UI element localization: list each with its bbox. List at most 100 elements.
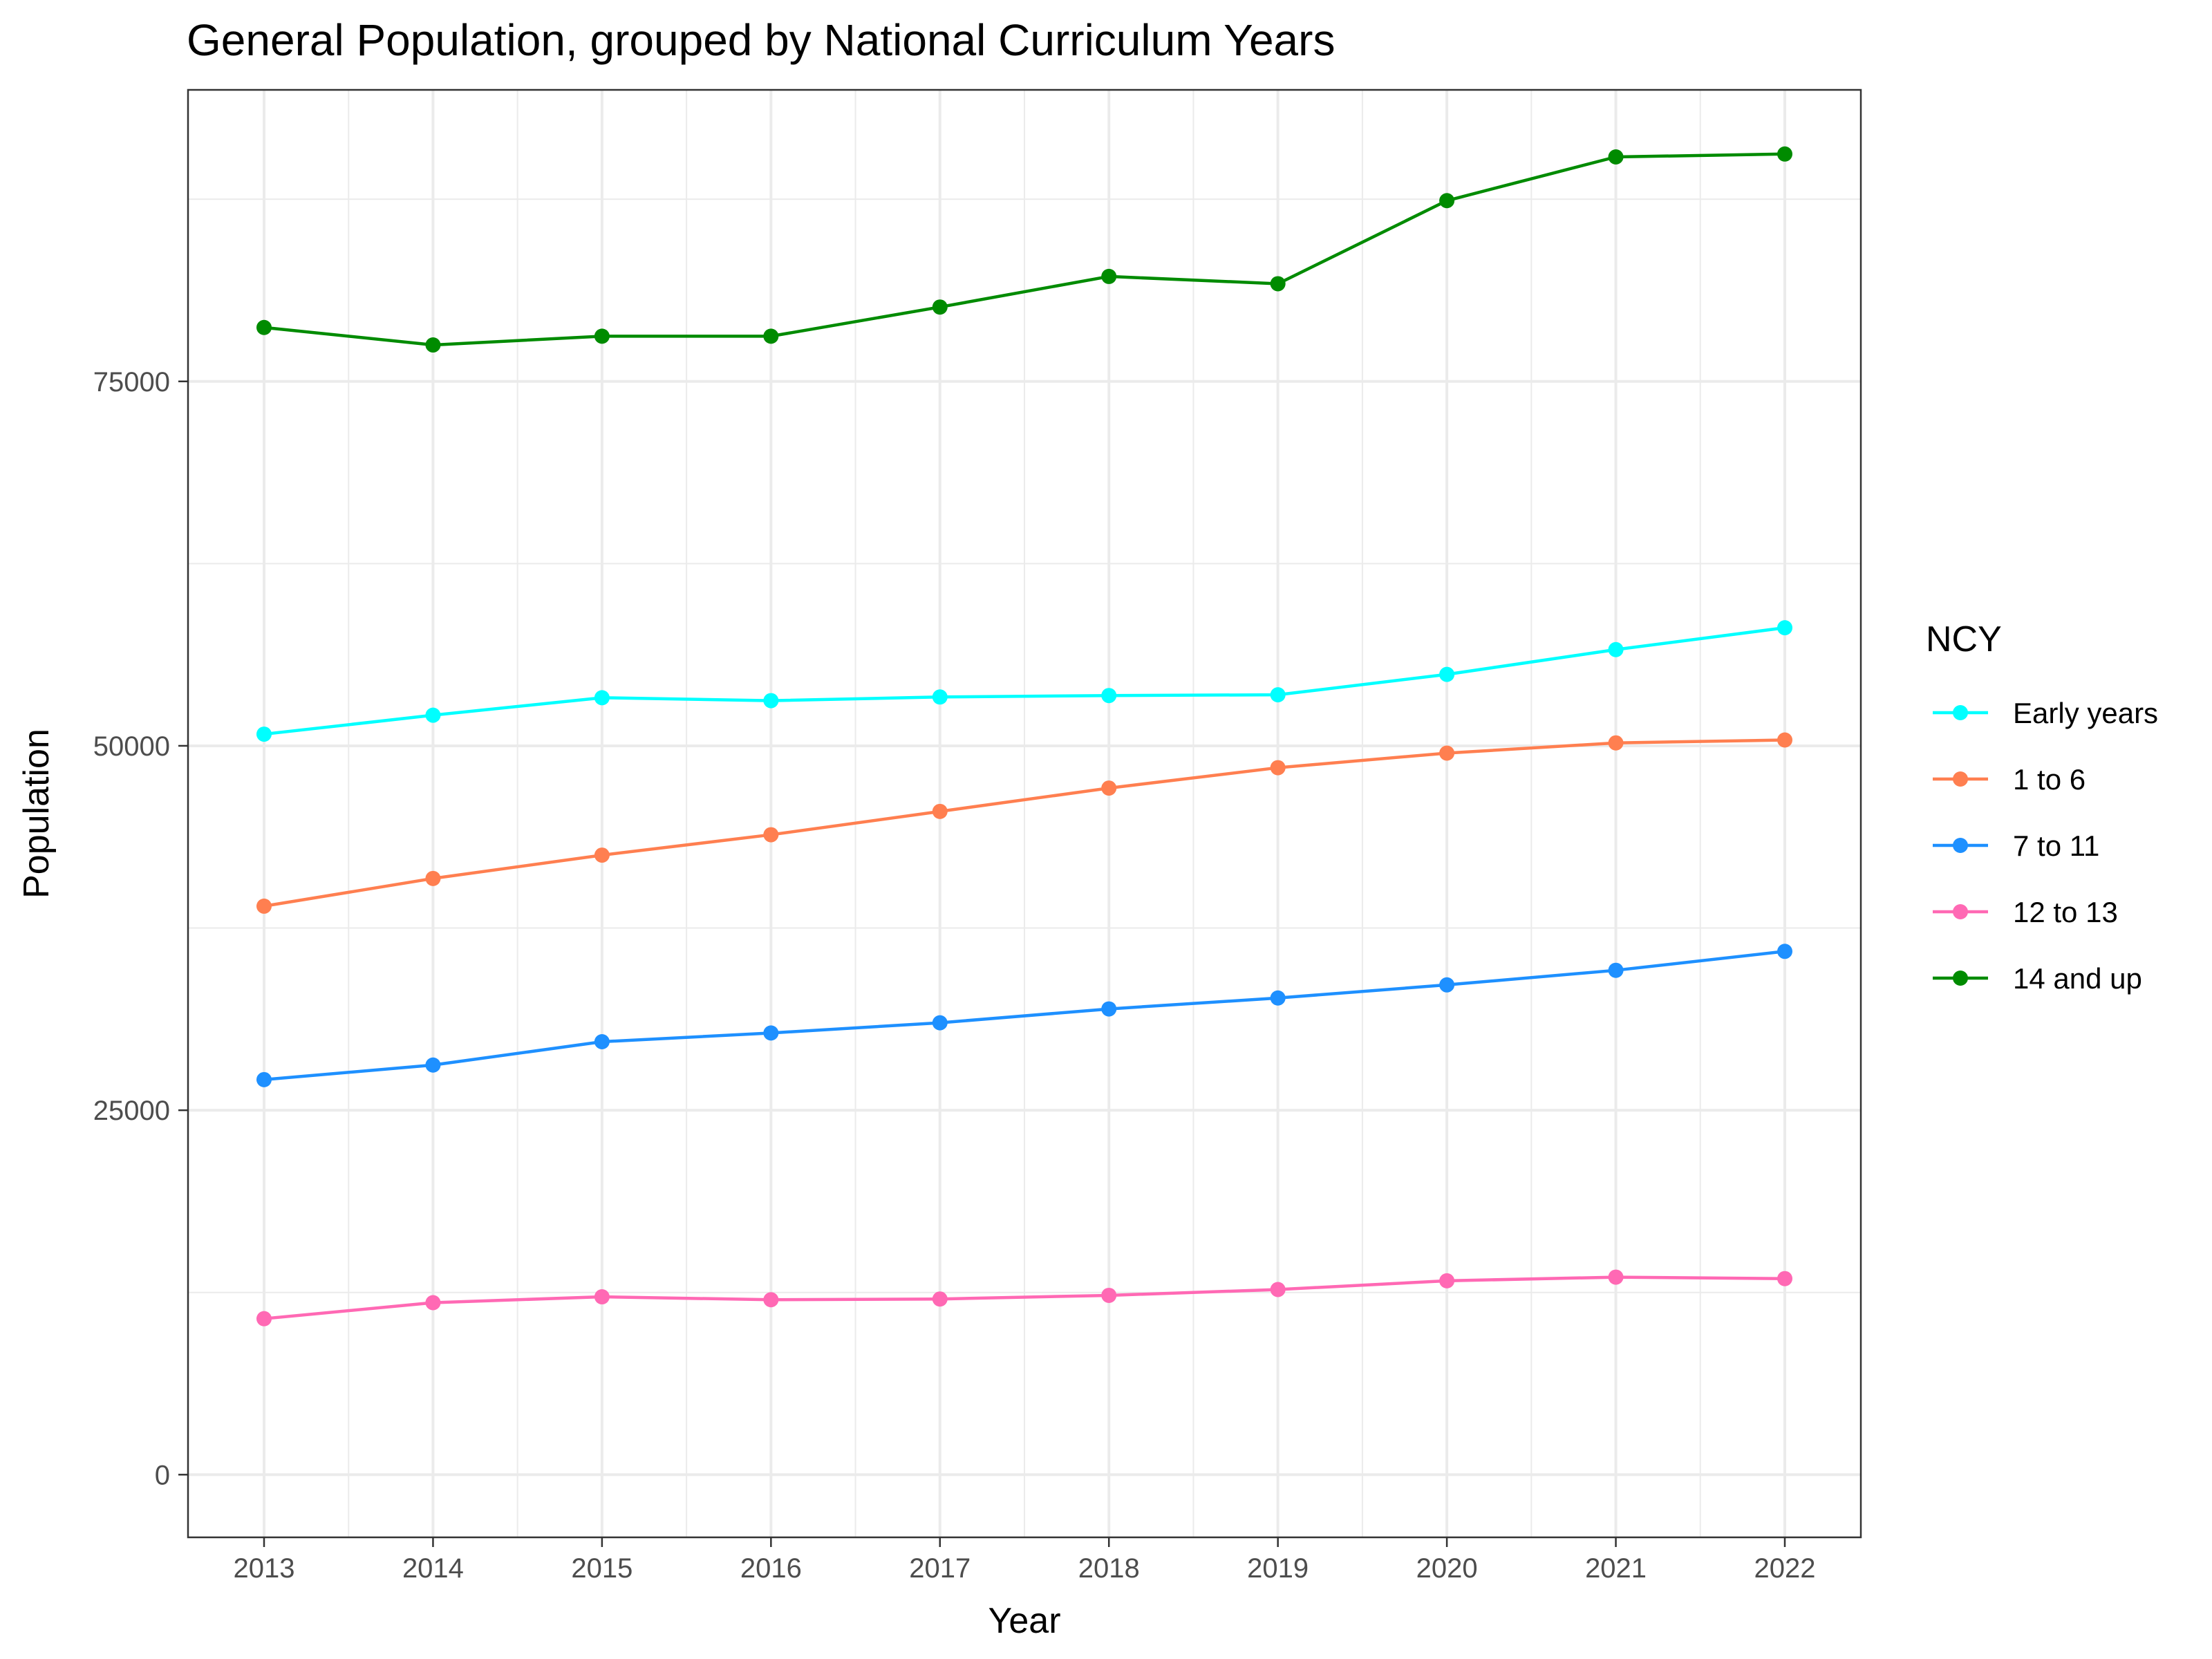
data-point-12-to-13 bbox=[763, 1292, 779, 1308]
data-point-7-to-11 bbox=[1101, 1001, 1117, 1017]
data-point-12-to-13 bbox=[932, 1291, 948, 1307]
data-point-7-to-11 bbox=[256, 1071, 272, 1087]
data-point-12-to-13 bbox=[1101, 1287, 1117, 1303]
legend-label: 12 to 13 bbox=[2013, 896, 2118, 928]
legend: NCY Early years 1 to 6 7 to 11 12 to 13 14 a… bbox=[1926, 619, 2158, 995]
axis-layer: 2013 2014 2015 2016 2017 2018 2019 2020 2021 2022… bbox=[93, 367, 1816, 1584]
data-point-7-to-11 bbox=[932, 1015, 948, 1031]
data-point-14-and-up bbox=[1101, 268, 1117, 284]
data-point-early-years bbox=[1608, 641, 1624, 657]
data-point-1-to-6 bbox=[1101, 780, 1117, 796]
series-1-to-6 bbox=[256, 732, 1792, 914]
data-point-12-to-13 bbox=[1777, 1271, 1792, 1286]
data-point-early-years bbox=[932, 689, 948, 705]
legend-key-point bbox=[1953, 838, 1968, 853]
x-tick-label: 2019 bbox=[1247, 1553, 1309, 1584]
data-point-1-to-6 bbox=[1608, 735, 1624, 751]
data-point-7-to-11 bbox=[1439, 977, 1455, 993]
y-tick-label: 25000 bbox=[93, 1096, 170, 1126]
series-12-to-13 bbox=[256, 1269, 1792, 1327]
x-tick-label: 2020 bbox=[1416, 1553, 1478, 1584]
data-point-12-to-13 bbox=[425, 1295, 441, 1311]
x-tick-label: 2017 bbox=[909, 1553, 971, 1584]
legend-key-point bbox=[1953, 705, 1968, 720]
data-point-14-and-up bbox=[932, 299, 948, 315]
grid-layer bbox=[188, 90, 1861, 1537]
legend-key-point bbox=[1953, 971, 1968, 986]
data-point-7-to-11 bbox=[1608, 962, 1624, 978]
data-point-1-to-6 bbox=[763, 827, 779, 843]
legend-item-early-years: Early years bbox=[1933, 697, 2158, 729]
legend-item-7-to-11: 7 to 11 bbox=[1933, 830, 2099, 862]
series-14-and-up bbox=[256, 146, 1792, 353]
data-point-early-years bbox=[425, 707, 441, 723]
data-point-7-to-11 bbox=[594, 1034, 610, 1050]
data-point-14-and-up bbox=[256, 319, 272, 335]
legend-label: 14 and up bbox=[2013, 962, 2142, 995]
data-point-14-and-up bbox=[1608, 149, 1624, 165]
data-point-12-to-13 bbox=[594, 1289, 610, 1305]
data-point-14-and-up bbox=[1270, 276, 1286, 292]
data-point-1-to-6 bbox=[1270, 760, 1286, 776]
series-line-12-to-13 bbox=[263, 1275, 1785, 1320]
series-7-to-11 bbox=[256, 944, 1792, 1087]
data-point-early-years bbox=[594, 690, 610, 706]
legend-label: 1 to 6 bbox=[2013, 763, 2086, 796]
x-tick-label: 2022 bbox=[1754, 1553, 1816, 1584]
data-point-1-to-6 bbox=[1439, 745, 1455, 761]
plot-panel-border bbox=[187, 88, 1862, 1539]
x-tick-label: 2013 bbox=[234, 1553, 295, 1584]
series-line-14-and-up bbox=[263, 152, 1785, 347]
series-line-7-to-11 bbox=[263, 950, 1785, 1082]
data-point-14-and-up bbox=[1439, 193, 1455, 209]
data-point-7-to-11 bbox=[1270, 990, 1286, 1006]
data-point-1-to-6 bbox=[1777, 732, 1792, 748]
data-point-1-to-6 bbox=[932, 803, 948, 819]
legend-key-point bbox=[1953, 771, 1968, 787]
data-point-12-to-13 bbox=[1270, 1282, 1286, 1297]
series-line-early-years bbox=[263, 626, 1785, 736]
y-axis-title: Population bbox=[17, 729, 57, 899]
data-point-1-to-6 bbox=[425, 870, 441, 886]
data-point-12-to-13 bbox=[1608, 1269, 1624, 1285]
x-axis-title: Year bbox=[988, 1601, 1060, 1641]
legend-item-14-and-up: 14 and up bbox=[1933, 962, 2142, 995]
data-point-1-to-6 bbox=[256, 898, 272, 914]
data-point-14-and-up bbox=[425, 337, 441, 353]
data-point-early-years bbox=[763, 693, 779, 709]
data-point-7-to-11 bbox=[763, 1025, 779, 1041]
legend-label: 7 to 11 bbox=[2013, 830, 2099, 862]
data-point-14-and-up bbox=[763, 328, 779, 344]
legend-item-1-to-6: 1 to 6 bbox=[1933, 763, 2086, 796]
series-layer bbox=[256, 146, 1792, 1327]
series-line-1-to-6 bbox=[263, 738, 1785, 908]
x-tick-label: 2015 bbox=[571, 1553, 632, 1584]
x-tick-label: 2018 bbox=[1078, 1553, 1140, 1584]
data-point-early-years bbox=[1439, 666, 1455, 682]
legend-title: NCY bbox=[1926, 619, 2002, 659]
y-tick-label: 75000 bbox=[93, 367, 170, 397]
legend-label: Early years bbox=[2013, 697, 2158, 729]
data-point-1-to-6 bbox=[594, 847, 610, 863]
data-point-14-and-up bbox=[594, 328, 610, 344]
data-point-early-years bbox=[1101, 688, 1117, 704]
data-point-14-and-up bbox=[1777, 146, 1792, 162]
x-tick-label: 2016 bbox=[740, 1553, 802, 1584]
y-tick-label: 0 bbox=[155, 1460, 170, 1490]
legend-item-12-to-13: 12 to 13 bbox=[1933, 896, 2118, 928]
data-point-early-years bbox=[1270, 687, 1286, 703]
data-point-7-to-11 bbox=[1777, 944, 1792, 959]
data-point-7-to-11 bbox=[425, 1057, 441, 1073]
chart-title: General Population, grouped by National … bbox=[187, 15, 1335, 65]
data-point-early-years bbox=[1777, 620, 1792, 636]
data-point-12-to-13 bbox=[1439, 1273, 1455, 1288]
y-tick-label: 50000 bbox=[93, 731, 170, 762]
legend-key-point bbox=[1953, 904, 1968, 919]
series-early-years bbox=[256, 620, 1792, 742]
data-point-12-to-13 bbox=[256, 1311, 272, 1327]
x-tick-label: 2014 bbox=[402, 1553, 464, 1584]
data-point-early-years bbox=[256, 727, 272, 742]
x-tick-label: 2021 bbox=[1585, 1553, 1647, 1584]
